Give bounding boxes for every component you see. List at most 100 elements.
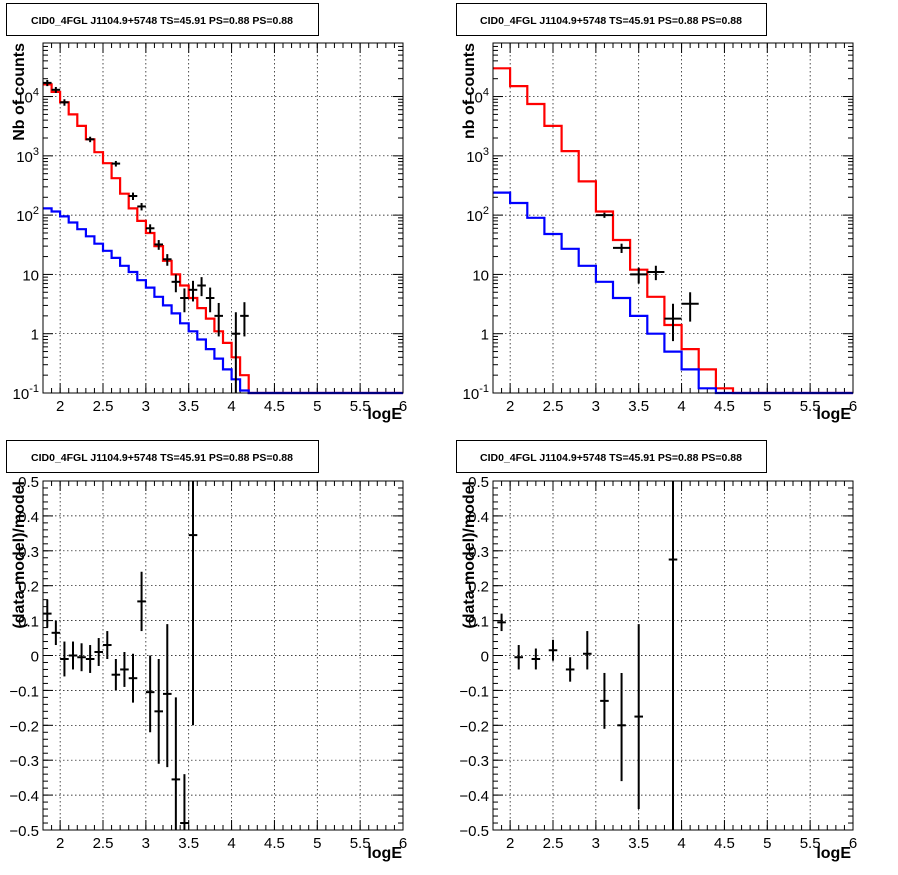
data-point (145, 224, 155, 233)
data-point (681, 292, 699, 322)
x-tick-label: 2 (506, 835, 514, 852)
y-tick-label: 1 (31, 327, 39, 344)
data-point (171, 697, 181, 830)
data-point (60, 641, 69, 677)
data-point (94, 638, 103, 666)
histogram-series-2 (493, 191, 853, 395)
data-point (60, 99, 69, 106)
data-point (137, 203, 146, 211)
x-tick-label: 3.5 (178, 398, 199, 415)
x-tick-label: 4.5 (264, 398, 285, 415)
data-point (583, 631, 592, 670)
chart-title: CID0_4FGL J1104.9+5748 TS=45.91 PS=0.88 … (31, 452, 293, 464)
data-point (231, 312, 241, 393)
y-axis-label: (data-model)/model (11, 481, 28, 629)
y-tick-label: 0.4 (468, 509, 489, 526)
y-tick-label: −0.4 (9, 788, 39, 805)
plot-frame (42, 42, 404, 394)
y-tick-label: 103 (466, 146, 489, 166)
data-point (197, 277, 206, 297)
data-point (595, 212, 613, 218)
chart-title: CID0_4FGL J1104.9+5748 TS=45.91 PS=0.88 … (480, 15, 742, 27)
data-point (145, 655, 155, 733)
chart-title-box (6, 3, 319, 36)
data-point (111, 160, 121, 167)
x-tick-label: 3 (592, 398, 600, 415)
chart-panel-4: CID0_4FGL J1104.9+5748 TS=45.91 PS=0.88 … (456, 440, 857, 862)
x-tick-label: 5 (763, 398, 771, 415)
chart-title-box (456, 3, 767, 36)
data-point (51, 620, 61, 646)
chart-panel-3: CID0_4FGL J1104.9+5748 TS=45.91 PS=0.88 … (6, 440, 407, 862)
x-tick-label: 4.5 (714, 835, 735, 852)
data-point (180, 288, 189, 313)
data-point (664, 303, 682, 342)
y-tick-label: 0.2 (18, 579, 39, 596)
y-tick-label: 0.4 (18, 509, 39, 526)
chart-title: CID0_4FGL J1104.9+5748 TS=45.91 PS=0.88 … (480, 452, 742, 464)
chart-panel-1: CID0_4FGL J1104.9+5748 TS=45.91 PS=0.88 … (6, 3, 407, 423)
data-point (171, 274, 181, 293)
x-tick-label: 6 (399, 835, 407, 852)
data-point (137, 571, 146, 632)
y-tick-label: 0.3 (468, 544, 489, 561)
data-point (531, 648, 541, 670)
y-tick-label: −0.5 (459, 823, 489, 840)
x-tick-label: 2.5 (543, 398, 564, 415)
y-tick-label: 10 (472, 267, 489, 284)
data-point (565, 657, 575, 682)
plot-frame (492, 480, 854, 831)
x-tick-label: 2.5 (93, 835, 114, 852)
x-tick-label: 3.5 (628, 835, 649, 852)
data-point (630, 267, 648, 284)
x-tick-label: 2 (56, 835, 64, 852)
y-tick-label: −0.4 (459, 788, 489, 805)
x-tick-label: 4 (677, 398, 685, 415)
x-tick-label: 6 (399, 398, 407, 415)
x-tick-label: 4.5 (714, 398, 735, 415)
x-tick-label: 5.5 (350, 835, 371, 852)
y-tick-label: 0.5 (468, 474, 489, 491)
x-tick-label: 5 (763, 835, 771, 852)
data-point (43, 599, 52, 628)
x-tick-label: 3 (142, 835, 150, 852)
x-tick-label: 5.5 (800, 835, 821, 852)
y-axis-label: nb of counts (461, 43, 478, 139)
x-tick-label: 3.5 (628, 398, 649, 415)
chart-title: CID0_4FGL J1104.9+5748 TS=45.91 PS=0.88 … (31, 15, 293, 27)
x-tick-label: 2.5 (93, 398, 114, 415)
data-point (214, 302, 223, 337)
data-point (51, 86, 61, 93)
data-point (163, 624, 172, 768)
y-tick-label: 103 (16, 146, 39, 166)
x-tick-label: 3 (592, 835, 600, 852)
data-point (85, 136, 95, 143)
chart-title-box (456, 440, 767, 473)
y-tick-label: 0.2 (468, 579, 489, 596)
data-point (154, 240, 163, 250)
x-tick-label: 3.5 (178, 835, 199, 852)
y-tick-label: 10-1 (13, 383, 39, 403)
data-point (548, 639, 558, 661)
y-tick-label: 10 (22, 267, 39, 284)
x-tick-label: 2 (506, 398, 514, 415)
data-point (634, 624, 643, 810)
data-point (154, 658, 163, 764)
y-axis-label: (data-model)/model (461, 481, 478, 629)
y-tick-label: 0 (481, 649, 489, 666)
data-point (647, 265, 665, 281)
x-tick-label: 4 (227, 835, 235, 852)
x-tick-label: 4.5 (264, 835, 285, 852)
x-axis-label: logE (367, 845, 402, 862)
y-tick-label: 1 (481, 327, 489, 344)
y-tick-label: 102 (466, 205, 489, 225)
data-point (120, 652, 129, 687)
y-tick-label: −0.1 (459, 683, 489, 700)
x-tick-label: 2.5 (543, 835, 564, 852)
y-tick-label: −0.2 (9, 718, 39, 735)
chart-title-box (6, 440, 319, 473)
y-tick-label: 104 (16, 87, 39, 107)
data-point (600, 672, 609, 729)
y-tick-label: −0.2 (459, 718, 489, 735)
